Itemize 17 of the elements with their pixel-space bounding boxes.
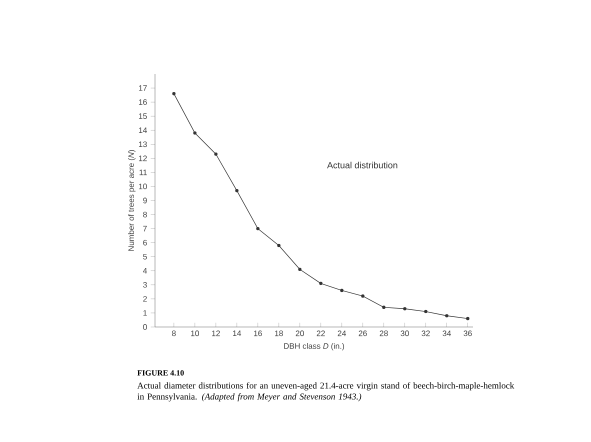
point (277, 244, 280, 248)
point (424, 310, 428, 314)
text: Actual diameter distributions for an uneven-aged 21.4-acre virgin stand of beech-birch-maple-hemlock in Pennsylvania. (Adapted from Meyer and Stevenson 1943.) (137, 382, 514, 402)
point (361, 294, 364, 298)
point (298, 268, 302, 272)
point (340, 288, 344, 292)
point (235, 189, 239, 192)
point (172, 92, 176, 96)
point (256, 226, 260, 230)
point (214, 152, 218, 156)
point (445, 314, 448, 318)
point (193, 131, 197, 135)
point (382, 306, 386, 309)
point (403, 307, 406, 310)
point (466, 316, 470, 320)
annotation: Actual distribution (327, 162, 398, 168)
point (319, 282, 322, 286)
